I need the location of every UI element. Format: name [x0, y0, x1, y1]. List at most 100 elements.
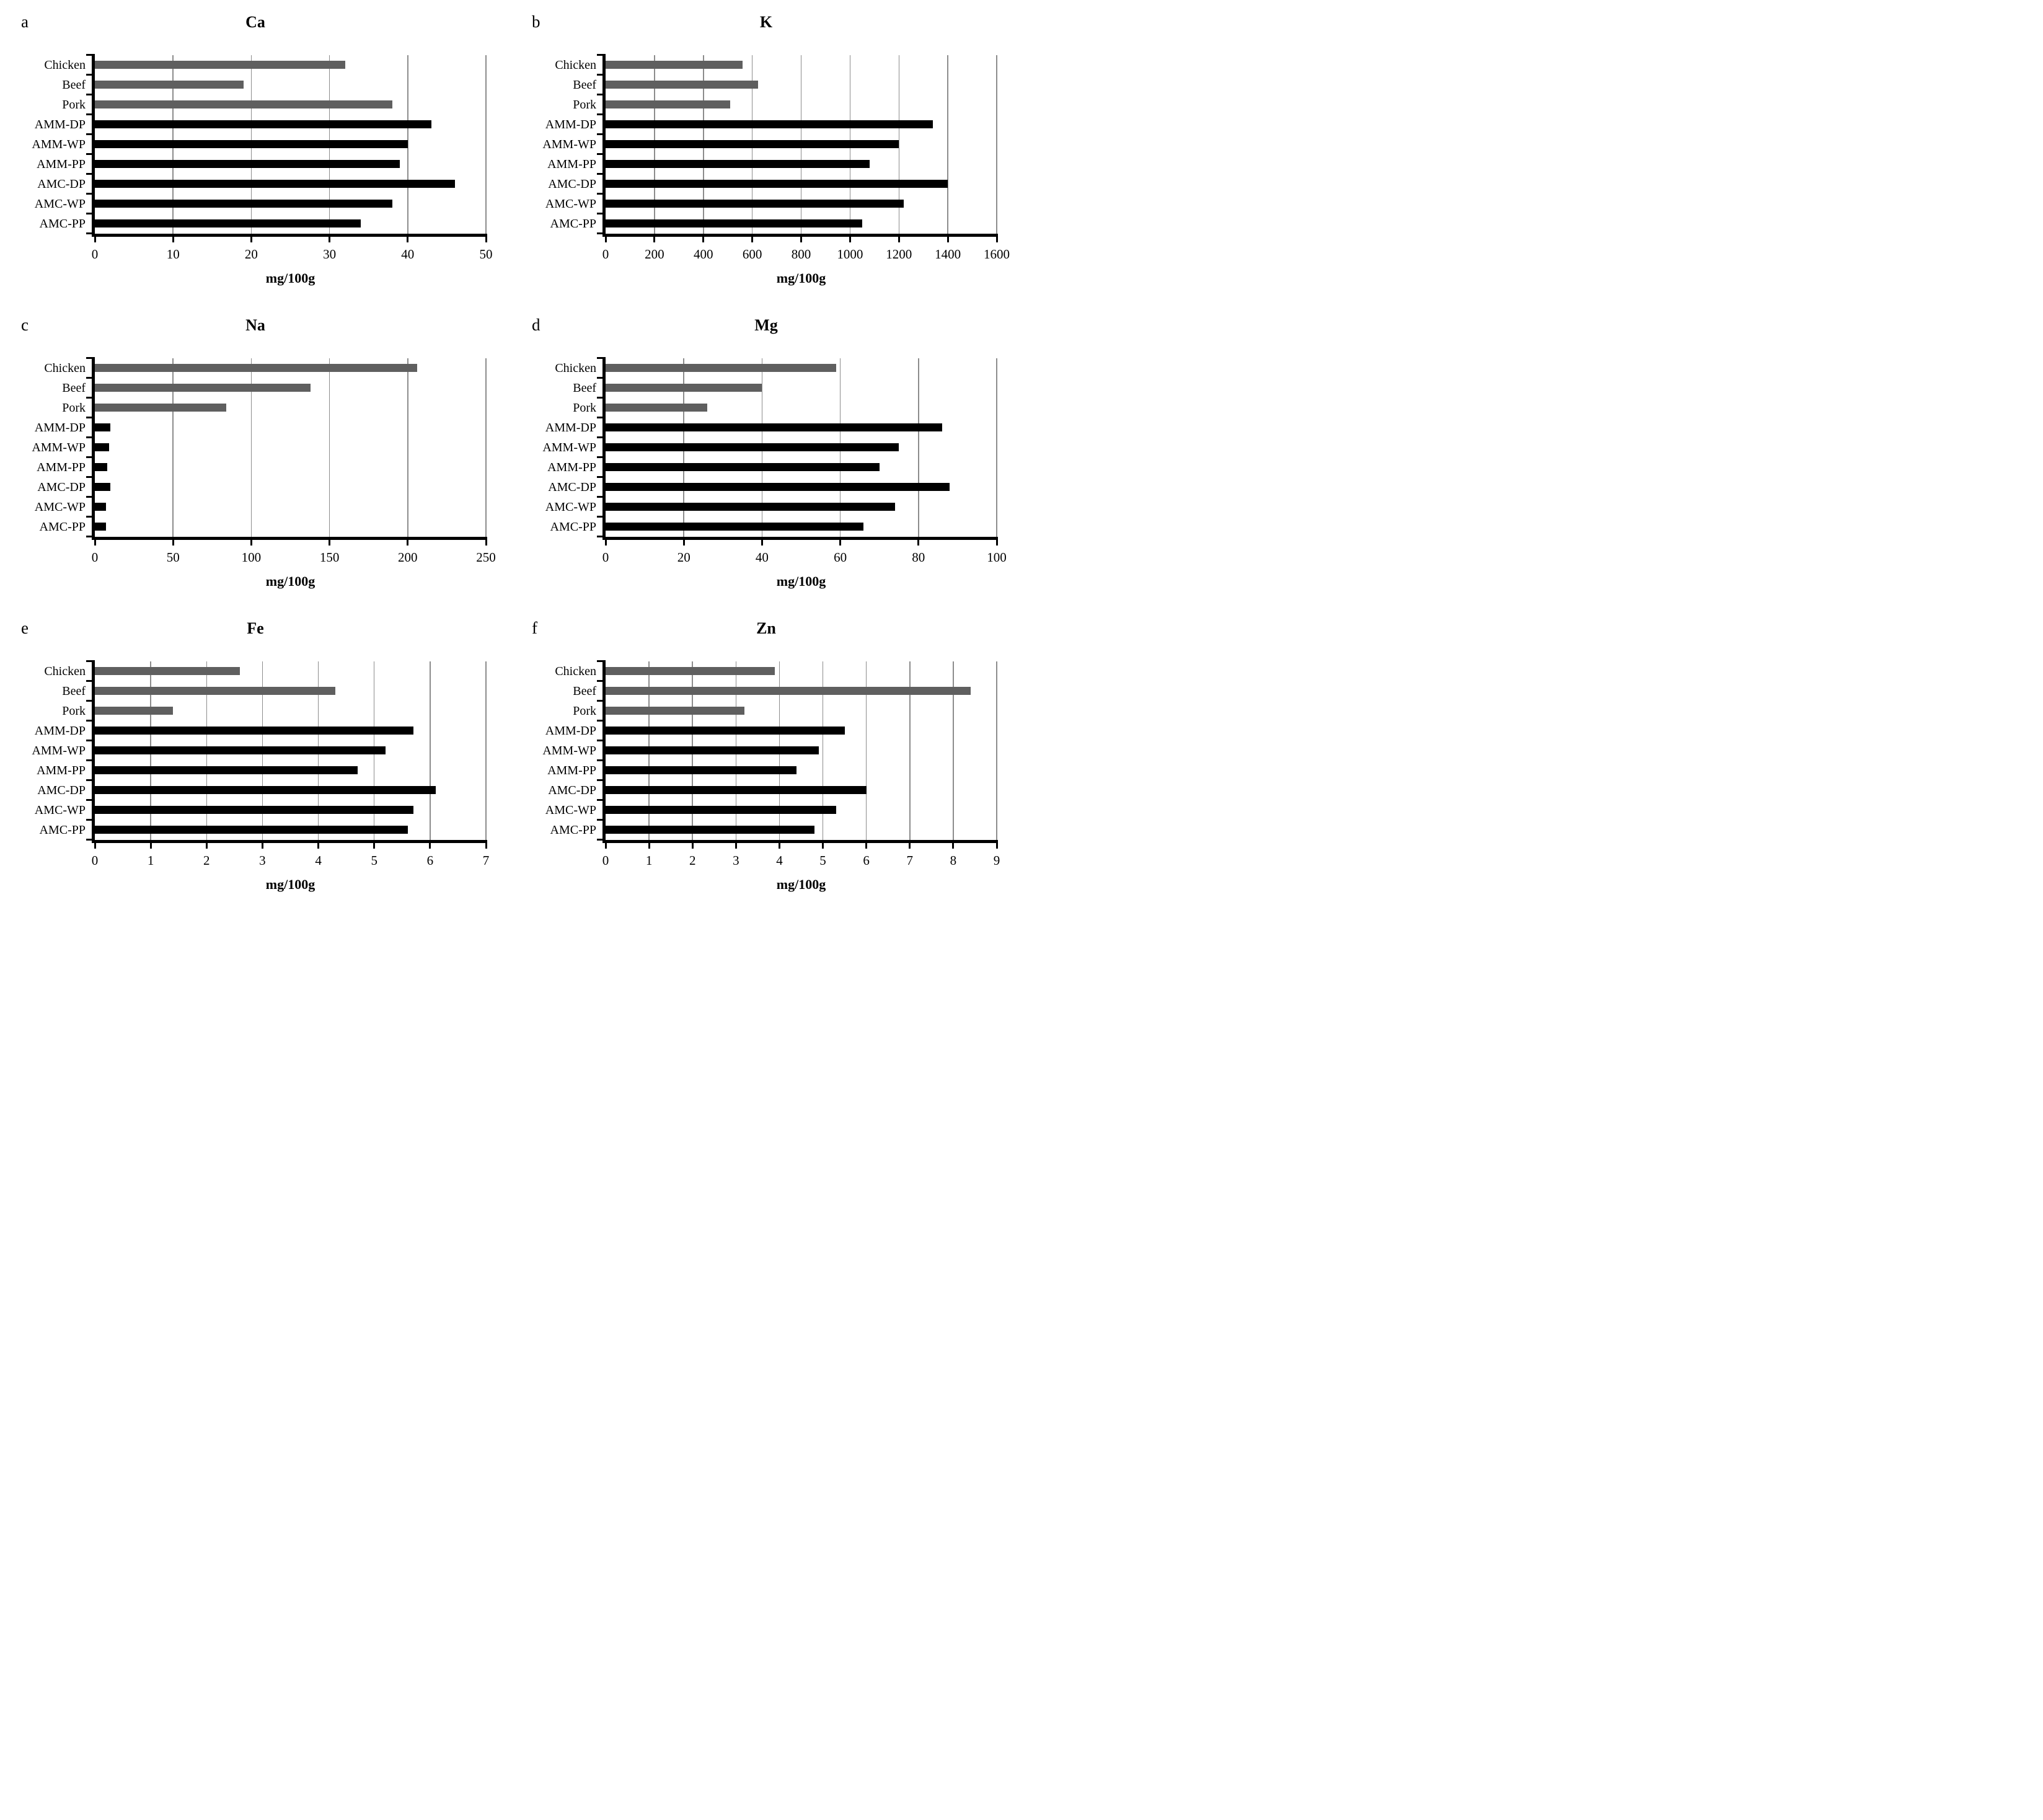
x-tick-label: 200: [645, 246, 664, 262]
y-axis-tick: [86, 839, 95, 841]
bar-amc-wp: [606, 503, 895, 511]
x-axis-title: mg/100g: [776, 270, 826, 286]
category-label-amc-dp: AMC-DP: [37, 177, 86, 191]
y-axis-tick: [597, 456, 606, 459]
x-tick-label: 20: [244, 246, 258, 262]
x-tick-label: 0: [91, 549, 99, 565]
category-label-amc-dp: AMC-DP: [548, 480, 596, 494]
x-axis-tick: [604, 233, 607, 242]
plot-wrap: 0 1 2 3 4 5 6 7 8 9 mg/100g: [597, 660, 1000, 893]
x-axis-title: mg/100g: [265, 270, 315, 286]
x-tick-label: 5: [819, 852, 826, 868]
gridline: [996, 661, 997, 840]
bar-amm-wp: [95, 746, 386, 755]
y-axis-category-labels: Chicken Beef Pork AMM-DP AMM-WP AMM-PP AMC-DP A…: [0, 55, 92, 286]
bar-amc-dp: [606, 180, 948, 188]
bar-amm-wp: [95, 140, 408, 149]
chart-panel-c: c Na Chicken Beef Pork AMM-DP AMM-WP AMM-PP AMC-…: [0, 303, 511, 606]
y-axis-tick: [86, 476, 95, 479]
x-axis-tick: [485, 233, 487, 242]
figure-grid: a Ca Chicken Beef Pork AMM-DP AMM-WP AMM-PP AMC-…: [0, 0, 1022, 909]
y-axis-tick: [597, 94, 606, 96]
y-axis-tick: [597, 377, 606, 379]
x-tick-label: 5: [371, 852, 377, 868]
x-axis-tick: [250, 233, 252, 242]
y-axis-tick: [86, 397, 95, 399]
bar-chicken: [606, 61, 743, 69]
x-tick-label: 80: [912, 549, 925, 565]
category-label-amc-wp: AMC-WP: [545, 803, 596, 817]
x-tick-label: 60: [834, 549, 847, 565]
category-label-amm-dp: AMM-DP: [545, 420, 596, 435]
x-tick-label: 150: [319, 549, 340, 565]
y-axis-tick: [597, 232, 606, 235]
chart-panel-e: e Fe Chicken Beef Pork AMM-DP AMM-WP AMM-PP AMC-…: [0, 606, 511, 909]
x-axis-title: mg/100g: [776, 876, 826, 892]
category-label-amc-wp: AMC-WP: [34, 197, 86, 211]
x-tick-label: 200: [398, 549, 418, 565]
category-label-amm-dp: AMM-DP: [34, 420, 86, 435]
bar-amm-dp: [606, 727, 845, 735]
category-label-amc-dp: AMC-DP: [548, 783, 596, 797]
bar-amm-pp: [95, 463, 108, 472]
panel-letter: c: [21, 316, 29, 334]
category-label-amc-wp: AMC-WP: [34, 500, 86, 514]
x-axis-tick: [407, 536, 409, 546]
y-axis-tick: [597, 759, 606, 762]
category-label-beef: Beef: [573, 381, 596, 395]
bar-amc-dp: [95, 786, 436, 795]
x-tick-label: 7: [906, 852, 914, 868]
y-axis-tick: [86, 700, 95, 702]
y-axis-tick: [86, 113, 95, 116]
x-tick-label: 1600: [984, 246, 1010, 262]
y-axis-tick: [86, 417, 95, 419]
y-axis-tick: [86, 54, 95, 56]
y-axis-tick: [86, 94, 95, 96]
bar-pork: [606, 404, 708, 412]
category-label-chicken: Chicken: [44, 58, 86, 72]
x-tick-label: 50: [166, 549, 180, 565]
gridline: [996, 55, 997, 234]
gridline: [865, 661, 867, 840]
category-label-beef: Beef: [62, 77, 86, 92]
bar-amm-wp: [606, 443, 899, 452]
plot-area: [86, 54, 487, 242]
panel-letter: a: [21, 12, 29, 31]
gridline: [250, 358, 252, 537]
bar-amm-wp: [606, 746, 819, 755]
bar-amc-wp: [95, 503, 106, 511]
chart-panel-f: f Zn Chicken Beef Pork AMM-DP AMM-WP AMM-PP AMC-…: [511, 606, 1022, 909]
x-axis-tick: [995, 233, 998, 242]
bar-amm-wp: [95, 443, 109, 452]
x-axis-tick: [682, 536, 685, 546]
x-tick-label: 400: [694, 246, 713, 262]
x-tick-labels: 0 10 20 30 40 50: [92, 246, 493, 263]
category-label-amm-wp: AMM-WP: [542, 743, 596, 758]
x-axis-tick: [329, 233, 331, 242]
category-label-amm-dp: AMM-DP: [545, 117, 596, 131]
y-axis-tick: [597, 496, 606, 498]
bar-amc-pp: [95, 219, 361, 228]
bar-beef: [95, 384, 311, 392]
x-tick-label: 1: [645, 852, 653, 868]
bar-amc-dp: [606, 483, 950, 492]
y-axis-tick: [597, 113, 606, 116]
chart-body: Chicken Beef Pork AMM-DP AMM-WP AMM-PP AMC-DP A…: [0, 54, 511, 286]
chart-panel-a: a Ca Chicken Beef Pork AMM-DP AMM-WP AMM-PP AMC-…: [0, 0, 511, 303]
x-tick-labels: 0 1 2 3 4 5 6 7 8 9: [602, 852, 1000, 869]
x-axis-tick: [373, 839, 376, 849]
x-tick-label: 600: [742, 246, 762, 262]
x-tick-labels: 0 200 400 600 800 1000 1200 1400 1600: [602, 246, 1010, 263]
y-axis-tick: [597, 74, 606, 76]
bar-amm-dp: [606, 423, 942, 432]
x-axis-tick: [917, 536, 920, 546]
y-axis-tick: [86, 173, 95, 175]
category-label-beef: Beef: [62, 684, 86, 698]
x-axis-tick: [648, 839, 650, 849]
bar-amc-pp: [95, 523, 106, 531]
category-label-amc-wp: AMC-WP: [34, 803, 86, 817]
x-axis-tick: [172, 536, 174, 546]
x-tick-label: 6: [426, 852, 434, 868]
y-axis-tick: [86, 456, 95, 459]
bar-amm-dp: [95, 423, 111, 432]
